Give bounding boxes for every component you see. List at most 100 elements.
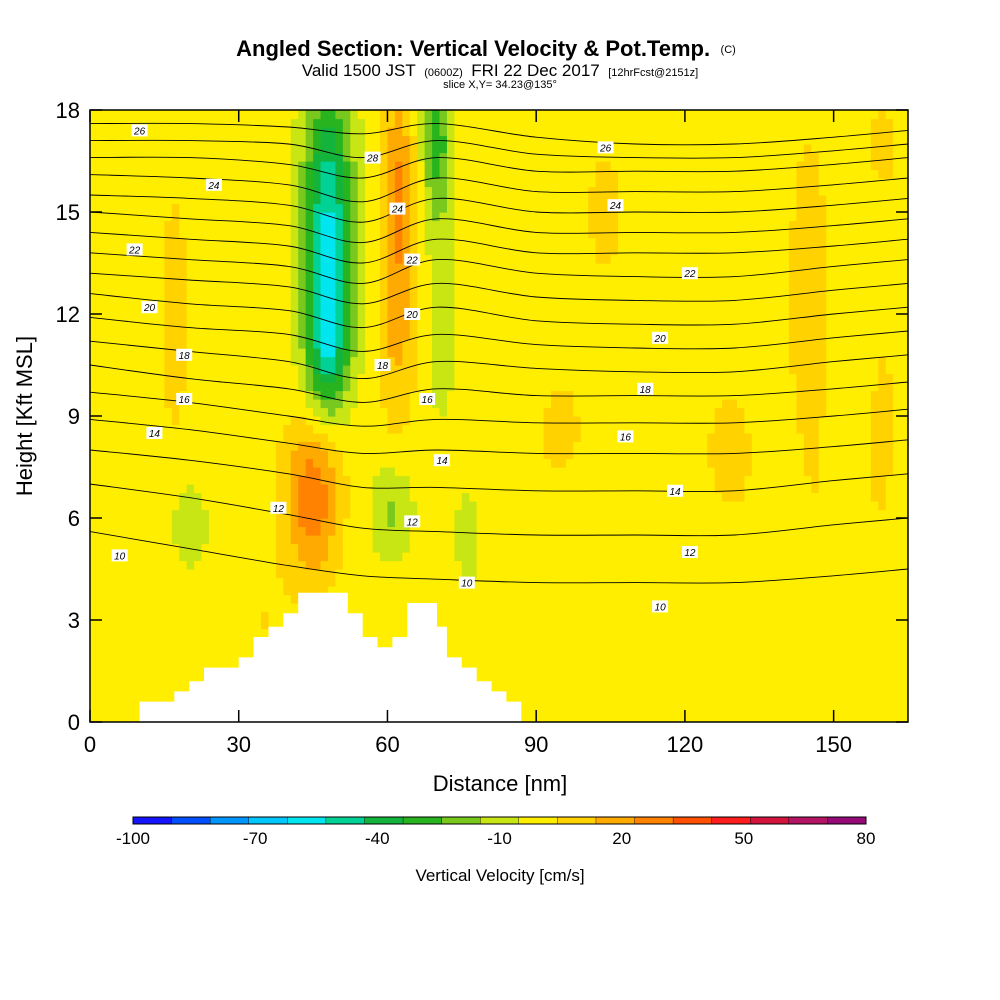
velocity-cell <box>380 475 389 485</box>
velocity-cell <box>536 594 545 604</box>
velocity-cell <box>625 713 634 722</box>
velocity-cell <box>774 365 783 375</box>
velocity-cell <box>551 705 560 715</box>
velocity-cell <box>365 450 374 460</box>
velocity-cell <box>617 450 627 460</box>
velocity-cell <box>127 407 136 417</box>
velocity-cell <box>342 365 351 375</box>
velocity-cell <box>640 696 649 706</box>
velocity-cell <box>238 560 247 570</box>
velocity-cell <box>729 509 738 519</box>
velocity-cell <box>194 339 203 349</box>
velocity-cell <box>142 637 151 647</box>
velocity-cell <box>729 433 738 443</box>
velocity-cell <box>543 399 552 409</box>
velocity-cell <box>298 356 307 366</box>
velocity-cell <box>521 365 530 375</box>
velocity-cell <box>863 628 872 638</box>
velocity-cell <box>506 594 515 604</box>
velocity-cell <box>134 467 143 477</box>
velocity-cell <box>246 450 255 460</box>
velocity-cell <box>335 552 344 562</box>
velocity-cell <box>461 416 470 426</box>
velocity-cell <box>855 662 864 672</box>
velocity-cell <box>670 696 679 706</box>
velocity-cell <box>818 688 827 698</box>
velocity-cell <box>216 424 225 434</box>
velocity-cell <box>684 671 693 681</box>
velocity-cell <box>603 518 612 528</box>
velocity-cell <box>603 339 612 349</box>
velocity-cell <box>722 441 731 451</box>
velocity-cell <box>446 399 455 409</box>
velocity-cell <box>900 501 908 511</box>
velocity-cell <box>811 577 820 587</box>
velocity-cell <box>580 569 589 579</box>
velocity-cell <box>156 348 165 358</box>
velocity-cell <box>565 475 574 485</box>
velocity-cell <box>595 501 604 511</box>
velocity-cell <box>380 509 389 519</box>
velocity-cell <box>521 594 530 604</box>
velocity-cell <box>424 348 433 358</box>
velocity-cell <box>335 339 344 349</box>
velocity-cell <box>394 339 403 349</box>
velocity-cell <box>766 688 775 698</box>
velocity-cell <box>625 645 634 655</box>
velocity-cell <box>543 484 552 494</box>
velocity-cell <box>476 611 485 621</box>
velocity-cell <box>662 424 671 434</box>
velocity-cell <box>565 543 574 553</box>
velocity-cell <box>722 424 731 434</box>
velocity-cell <box>156 560 165 570</box>
velocity-cell <box>454 560 463 570</box>
velocity-cell <box>127 535 136 545</box>
velocity-cell <box>290 382 299 392</box>
velocity-cell <box>640 475 649 485</box>
velocity-cell <box>573 382 582 392</box>
velocity-cell <box>134 603 143 613</box>
velocity-cell <box>625 569 634 579</box>
velocity-cell <box>603 373 612 383</box>
velocity-cell <box>208 433 218 443</box>
velocity-cell <box>677 594 686 604</box>
velocity-cell <box>841 416 850 426</box>
velocity-cell <box>803 654 812 664</box>
velocity-cell <box>714 577 723 587</box>
velocity-cell <box>179 654 188 664</box>
velocity-cell <box>223 484 232 494</box>
velocity-cell <box>841 518 850 528</box>
velocity-cell <box>446 416 455 426</box>
velocity-cell <box>186 509 195 519</box>
velocity-cell <box>350 382 359 392</box>
velocity-cell <box>870 611 879 621</box>
velocity-cell <box>870 441 879 451</box>
velocity-cell <box>439 560 448 570</box>
velocity-cell <box>119 373 128 383</box>
velocity-cell <box>662 399 671 409</box>
velocity-cell <box>573 390 582 400</box>
velocity-cell <box>439 594 448 604</box>
velocity-cell <box>528 569 537 579</box>
velocity-cell <box>424 560 433 570</box>
velocity-cell <box>722 671 731 681</box>
velocity-cell <box>409 560 418 570</box>
velocity-cell <box>156 365 165 375</box>
velocity-cell <box>164 339 173 349</box>
velocity-cell <box>506 501 515 511</box>
velocity-cell <box>781 552 790 562</box>
velocity-cell <box>97 569 106 579</box>
velocity-cell <box>350 458 359 468</box>
velocity-cell <box>238 518 247 528</box>
velocity-cell <box>194 373 203 383</box>
velocity-cell <box>558 339 567 349</box>
velocity-cell <box>595 611 604 621</box>
velocity-cell <box>298 348 307 358</box>
velocity-cell <box>580 492 589 502</box>
velocity-cell <box>536 654 545 664</box>
velocity-cell <box>461 373 470 383</box>
velocity-cell <box>119 475 128 485</box>
velocity-cell <box>298 458 307 468</box>
velocity-cell <box>811 416 820 426</box>
velocity-cell <box>231 424 240 434</box>
